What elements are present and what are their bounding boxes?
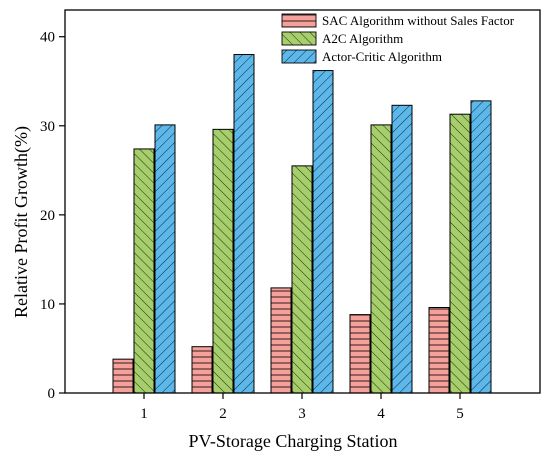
bar-hatch bbox=[370, 124, 392, 394]
bar-hatch bbox=[112, 358, 134, 394]
bar-series1-cat2 bbox=[191, 346, 213, 394]
y-axis-title: Relative Profit Growth(%) bbox=[11, 126, 32, 318]
bars-layer bbox=[112, 54, 492, 394]
bar-series2-cat5 bbox=[449, 113, 471, 394]
legend-swatch-hatch bbox=[281, 13, 317, 28]
bar-hatch bbox=[312, 70, 334, 394]
y-tick-label: 20 bbox=[40, 208, 55, 224]
y-tick-label: 30 bbox=[40, 119, 55, 135]
bar-series1-cat4 bbox=[349, 314, 371, 394]
legend: SAC Algorithm without Sales Factor A2C Al… bbox=[281, 13, 515, 64]
legend-swatch-hatch bbox=[281, 31, 317, 46]
x-tick-label: 2 bbox=[219, 406, 227, 422]
bar-series3-cat3 bbox=[312, 70, 334, 394]
bar-series2-cat2 bbox=[212, 128, 234, 394]
bar-hatch bbox=[428, 306, 450, 394]
bar-hatch bbox=[391, 104, 413, 394]
legend-item: SAC Algorithm without Sales Factor bbox=[281, 13, 515, 28]
legend-label: A2C Algorithm bbox=[322, 31, 403, 46]
bar-hatch bbox=[349, 314, 371, 394]
bar-series3-cat1 bbox=[154, 124, 176, 394]
bar-series1-cat1 bbox=[112, 358, 134, 394]
x-tick-label: 3 bbox=[298, 406, 306, 422]
bar-series2-cat4 bbox=[370, 124, 392, 394]
legend-item: Actor-Critic Algorithm bbox=[281, 49, 442, 64]
bar-hatch bbox=[291, 165, 313, 394]
bar-series2-cat1 bbox=[133, 148, 155, 394]
bar-hatch bbox=[133, 148, 155, 394]
bar-hatch bbox=[191, 346, 213, 394]
x-tick-label: 5 bbox=[456, 406, 464, 422]
bar-hatch bbox=[449, 113, 471, 394]
bar-series1-cat5 bbox=[428, 306, 450, 394]
bar-hatch bbox=[233, 54, 255, 394]
legend-swatch-hatch bbox=[281, 49, 317, 64]
y-tick-label: 40 bbox=[40, 30, 55, 46]
x-tick-label: 1 bbox=[140, 406, 148, 422]
x-axis-title: PV-Storage Charging Station bbox=[188, 431, 397, 451]
x-tick-label: 4 bbox=[377, 406, 385, 422]
y-tick-label: 10 bbox=[40, 297, 55, 313]
bar-series3-cat5 bbox=[470, 100, 492, 394]
bar-series2-cat3 bbox=[291, 165, 313, 394]
y-tick-label: 0 bbox=[48, 386, 56, 402]
bar-hatch bbox=[154, 124, 176, 394]
bar-hatch bbox=[212, 128, 234, 394]
legend-label: SAC Algorithm without Sales Factor bbox=[322, 13, 515, 28]
legend-item: A2C Algorithm bbox=[281, 31, 403, 46]
bar-hatch bbox=[270, 287, 292, 394]
bar-series1-cat3 bbox=[270, 287, 292, 394]
bar-hatch bbox=[470, 100, 492, 394]
axes-layer: 0 10 20 30 40 1 2 3 4 5 bbox=[40, 9, 541, 422]
bar-series3-cat4 bbox=[391, 104, 413, 394]
legend-label: Actor-Critic Algorithm bbox=[322, 49, 442, 64]
bar-series3-cat2 bbox=[233, 54, 255, 394]
